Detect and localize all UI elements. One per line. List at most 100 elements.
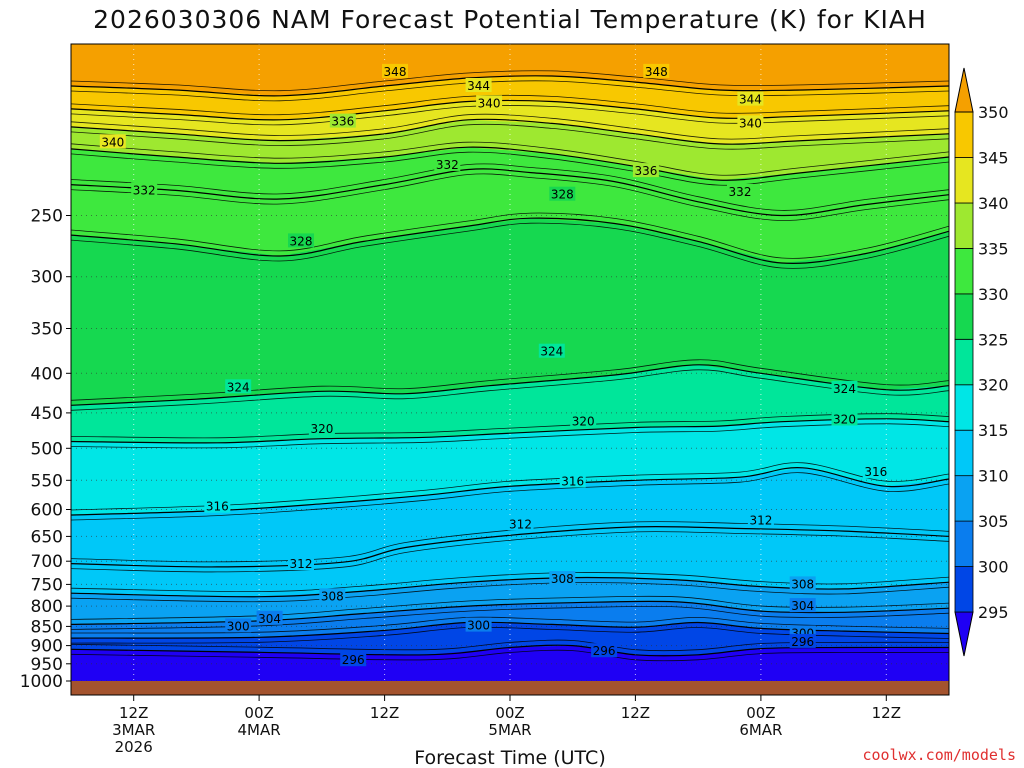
- contour-label-300-32: 300: [465, 617, 492, 633]
- contour-label-bg: [288, 233, 314, 248]
- colorbar-swatch-340: [954, 157, 974, 204]
- isentrope-320-aux-1: [71, 423, 949, 449]
- colorbar-label-295: 295: [978, 603, 1009, 622]
- contour-label-bg: [831, 380, 858, 395]
- contour-label-324-15: 324: [225, 379, 252, 394]
- colorbar-swatch-315: [954, 384, 974, 431]
- x-tick-label-24-2: 4MAR: [238, 721, 281, 739]
- colorbar-label-350: 350: [978, 103, 1009, 122]
- plot-area: 348 348 344 344 340 340 340 336 336 332 332 332 328 3…: [71, 44, 949, 681]
- contour-label-316-20: 316: [559, 473, 586, 489]
- contour-label-text: 320: [310, 422, 333, 436]
- contour-label-bg: [831, 411, 858, 426]
- y-tick-label-950: 950: [31, 655, 63, 675]
- contour-label-308-26: 308: [549, 571, 576, 586]
- isentrope-340-aux-0: [71, 113, 949, 140]
- x-tick-label-12-1: 12Z: [119, 704, 148, 722]
- isentrope-312-aux-1: [71, 531, 949, 573]
- contour-label-bg: [538, 343, 565, 358]
- isentrope-324-aux-1: [71, 369, 949, 411]
- y-tick-label-550: 550: [31, 471, 63, 491]
- isentrope-300-aux-0: [71, 616, 949, 634]
- chart-title: 2026030306 NAM Forecast Potential Temper…: [93, 5, 927, 34]
- colorbar-label-300: 300: [978, 558, 1009, 577]
- contour-label-bg: [862, 464, 889, 479]
- contour-label-text: 340: [739, 116, 762, 130]
- x-axis-label: Forecast Time (UTC): [414, 747, 605, 768]
- colorbar-label-310: 310: [978, 467, 1009, 486]
- contour-label-bg: [131, 182, 158, 197]
- contour-label-text: 308: [321, 589, 344, 603]
- contour-label-320-18: 320: [570, 413, 597, 429]
- contour-label-bg: [434, 156, 461, 171]
- contour-label-text: 312: [749, 514, 772, 528]
- contour-label-bg: [204, 498, 231, 513]
- contour-label-text: 316: [864, 465, 887, 479]
- x-tick-label-60-1: 12Z: [621, 704, 650, 722]
- contour-label-text: 340: [101, 135, 124, 149]
- colorbar-label-320: 320: [978, 376, 1009, 395]
- isentrope-296-aux-1: [71, 649, 949, 662]
- isentrope-332-aux-0: [71, 163, 949, 211]
- contour-label-332-9: 332: [434, 156, 461, 172]
- isentrope-328-aux-0: [71, 212, 949, 259]
- isentrope-344: [71, 99, 949, 121]
- contour-label-344-2: 344: [465, 78, 492, 93]
- y-axis: 2503003504004505005506006507007508008509…: [20, 207, 71, 692]
- contour-label-text: 300: [227, 619, 250, 633]
- contour-label-336-7: 336: [329, 113, 356, 129]
- isentrope-316: [71, 467, 949, 516]
- contour-label-320-17: 320: [308, 420, 335, 436]
- contour-label-text: 328: [551, 188, 574, 202]
- contour-label-296-34: 296: [591, 643, 618, 658]
- contour-label-bg: [382, 63, 408, 78]
- ground-strip: [71, 681, 949, 695]
- contour-label-text: 324: [833, 382, 856, 396]
- contour-label-text: 320: [572, 415, 595, 429]
- contour-label-text: 296: [342, 653, 365, 667]
- contour-label-296-36: 296: [340, 652, 367, 667]
- x-tick-label-48-1: 00Z: [495, 704, 524, 722]
- contour-label-text: 336: [331, 115, 354, 129]
- credit-link[interactable]: coolwx.com/models: [862, 746, 1016, 764]
- contour-label-text: 300: [467, 619, 490, 633]
- colorbar-swatch-330: [954, 247, 974, 295]
- isentrope-336-aux-1: [71, 151, 949, 186]
- contour-label-bg: [256, 610, 283, 625]
- isentrope-316-aux-0: [71, 462, 949, 511]
- contour-label-336-8: 336: [632, 163, 659, 178]
- colorbar-swatch-310: [954, 429, 974, 477]
- contour-label-bg: [549, 571, 576, 585]
- isentrope-320-aux-0: [71, 413, 949, 439]
- contour-label-308-27: 308: [789, 576, 816, 591]
- contour-label-bg: [643, 63, 670, 78]
- contour-label-text: 296: [593, 644, 616, 658]
- x-tick-label-12-3: 2026: [115, 738, 153, 756]
- contour-label-bg: [465, 78, 492, 92]
- isentrope-348-aux-0: [71, 70, 949, 92]
- colorbar: 295 300 305 310 315 320 325 330 335 340 345 350: [954, 67, 1009, 657]
- y-tick-label-700: 700: [31, 552, 63, 572]
- isentrope-316-aux-1: [71, 472, 949, 521]
- colorbar-label-315: 315: [978, 421, 1009, 440]
- x-tick-label-24-1: 00Z: [244, 704, 273, 722]
- x-tick-label-84-1: 12Z: [872, 704, 901, 722]
- contour-label-text: 336: [634, 164, 657, 178]
- colorbar-label-330: 330: [978, 285, 1009, 304]
- contour-label-316-22: 316: [204, 498, 231, 514]
- colorbar-swatch-325: [954, 293, 974, 340]
- y-tick-label-900: 900: [31, 637, 63, 657]
- isentrope-340-aux-1: [71, 123, 949, 150]
- contour-label-text: 316: [206, 500, 229, 514]
- contour-label-text: 312: [509, 517, 532, 531]
- contour-label-bg: [632, 163, 659, 178]
- contour-label-bg: [225, 379, 252, 394]
- isentrope-lines: [71, 70, 949, 662]
- contour-label-348-0: 348: [382, 63, 408, 79]
- contour-label-bg: [789, 633, 816, 648]
- contour-label-320-19: 320: [831, 411, 858, 427]
- contour-labels: 348 348 344 344 340 340 340 336 336 332 332 332 328 3…: [99, 63, 889, 667]
- colorbar-swatch-295: [954, 566, 974, 613]
- contour-label-324-16: 324: [831, 380, 858, 396]
